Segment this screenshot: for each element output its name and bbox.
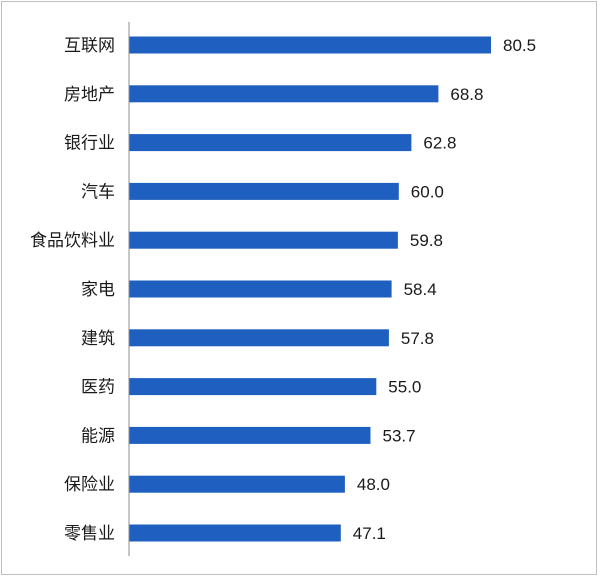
data-label: 57.8 [401,329,434,348]
data-label: 53.7 [383,426,416,445]
data-label: 62.8 [423,134,456,153]
category-label: 食品饮料业 [30,231,115,251]
data-label: 48.0 [357,475,390,494]
category-label: 建筑 [81,329,115,349]
bar [129,378,377,396]
category-label: 银行业 [64,134,115,154]
category-label: 零售业 [64,524,115,544]
bar [129,85,439,103]
category-label: 家电 [81,280,115,300]
category-label: 医药 [81,378,115,398]
data-label: 80.5 [503,36,536,55]
data-label: 59.8 [410,231,443,250]
category-label: 保险业 [64,475,115,495]
bar [129,231,398,249]
bar [129,36,491,54]
bar [129,280,392,298]
data-label: 55.0 [388,378,421,397]
bar [129,329,389,347]
bar [129,426,371,444]
bar [129,524,341,542]
data-label: 60.0 [411,182,444,201]
data-label: 58.4 [404,280,437,299]
category-label: 汽车 [81,182,115,202]
data-label: 47.1 [353,524,386,543]
data-label: 68.8 [450,85,483,104]
bar [129,182,399,200]
category-label: 能源 [81,426,115,446]
category-label: 房地产 [64,85,115,105]
category-label: 互联网 [64,36,115,56]
bar [129,134,412,152]
bar [129,475,345,493]
